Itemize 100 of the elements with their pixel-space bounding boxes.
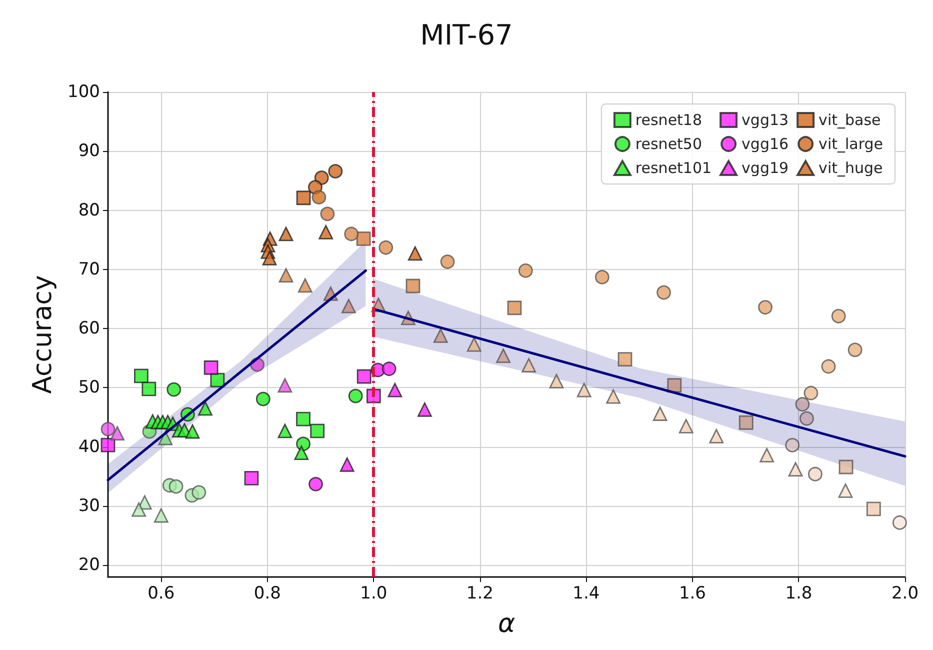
y-tick-label: 40 — [78, 436, 100, 457]
point — [348, 388, 363, 404]
point — [848, 342, 862, 358]
point — [758, 300, 772, 314]
point — [310, 424, 325, 438]
chart-title: MIT-67 — [420, 18, 513, 52]
point — [356, 369, 372, 384]
point — [192, 485, 206, 500]
point — [760, 448, 774, 462]
point — [166, 382, 182, 397]
point — [340, 457, 354, 472]
point — [838, 460, 854, 474]
legend-label: vit_large — [818, 135, 884, 153]
point — [821, 359, 836, 374]
point — [576, 382, 592, 398]
point — [356, 231, 371, 246]
point — [417, 402, 432, 417]
point — [382, 362, 396, 376]
x-axis-title: α — [498, 609, 516, 639]
point — [278, 268, 294, 283]
point — [158, 430, 173, 446]
point — [800, 411, 814, 426]
point — [185, 424, 200, 439]
point — [278, 226, 294, 242]
point — [110, 426, 124, 440]
point — [866, 502, 881, 516]
point — [522, 358, 536, 372]
point — [328, 164, 343, 178]
y-tick-label: 60 — [78, 318, 100, 339]
point — [804, 386, 818, 400]
point — [278, 378, 292, 393]
point — [406, 278, 420, 294]
point — [831, 308, 846, 324]
legend-label: resnet101 — [635, 159, 712, 177]
legend-label: vgg13 — [742, 111, 789, 129]
y-tick-label: 80 — [78, 200, 100, 220]
point — [308, 476, 323, 492]
point — [388, 382, 402, 398]
point — [294, 446, 309, 460]
point — [678, 418, 694, 434]
point — [838, 483, 853, 498]
y-tick-label: 100 — [68, 82, 100, 102]
point — [652, 406, 668, 421]
x-tick-label: 1.2 — [466, 584, 494, 604]
point — [788, 462, 803, 477]
y-tick-label: 70 — [78, 259, 100, 280]
point — [795, 397, 810, 412]
point — [278, 424, 292, 438]
y-tick-label: 30 — [78, 496, 100, 516]
point — [256, 392, 270, 406]
legend-label: vgg19 — [742, 159, 789, 177]
point — [341, 298, 356, 314]
point — [408, 246, 422, 261]
point — [656, 285, 671, 300]
legend-label: resnet18 — [635, 111, 702, 129]
point — [296, 412, 310, 426]
legend-label: vit_huge — [818, 159, 883, 177]
point — [433, 328, 448, 343]
x-tick-label: 1.6 — [678, 584, 706, 604]
point — [440, 254, 455, 269]
y-tick-label: 50 — [78, 378, 100, 398]
point — [667, 378, 682, 393]
point — [507, 300, 522, 316]
point — [594, 270, 610, 284]
point — [318, 224, 334, 240]
point — [618, 352, 632, 367]
x-tick-label: 1.8 — [785, 584, 812, 604]
point — [262, 251, 277, 266]
x-tick-label: 1.4 — [572, 584, 600, 604]
point — [549, 374, 564, 388]
point — [298, 278, 312, 293]
point — [100, 438, 116, 452]
y-tick-label: 90 — [78, 141, 100, 162]
point — [808, 466, 822, 482]
point — [198, 401, 212, 416]
point — [496, 348, 511, 363]
point — [709, 429, 724, 444]
x-tick-label: 0.6 — [148, 584, 175, 604]
point — [142, 382, 156, 396]
point — [320, 206, 335, 222]
point — [154, 508, 168, 523]
point — [738, 415, 754, 430]
x-tick-label: 0.8 — [254, 584, 281, 604]
point — [134, 368, 148, 384]
point — [244, 471, 259, 486]
point — [892, 515, 907, 530]
x-tick-label: 2.0 — [891, 584, 919, 604]
point — [100, 422, 116, 436]
point — [312, 190, 326, 204]
y-tick-label: 20 — [78, 555, 100, 576]
point — [785, 438, 800, 452]
point — [606, 389, 620, 404]
legend-label: vgg16 — [742, 135, 789, 153]
point — [168, 479, 184, 494]
legend-label: vit_base — [818, 111, 881, 129]
legend-label: resnet50 — [635, 135, 702, 153]
x-tick-label: 1.0 — [360, 584, 388, 604]
point — [518, 263, 533, 278]
point — [466, 337, 482, 352]
point — [132, 502, 146, 517]
